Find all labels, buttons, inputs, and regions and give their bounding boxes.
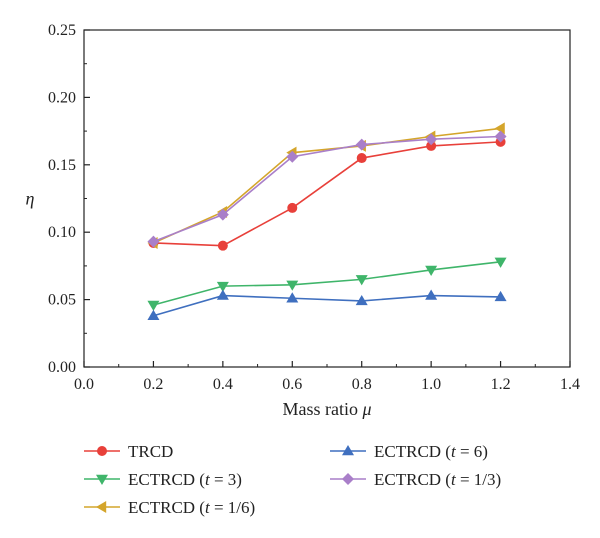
data-point [216,208,229,221]
data-point [287,202,298,213]
y-tick-label: 0.25 [48,22,76,39]
x-tick-label: 1.4 [560,376,580,393]
data-point [494,122,505,135]
data-point [216,281,229,293]
series-3 [147,289,507,320]
axes: 0.0 0.2 0.4 0.6 0.8 1.0 1.2 1.4 0.00 0.05 0.10 0.15… [26,22,580,419]
data-point [494,290,507,302]
data-point [425,265,438,276]
x-tick-label: 0.8 [352,376,372,393]
x-tick-label: 1.0 [421,376,441,393]
x-tick-label: 0.4 [213,376,233,393]
series-4 [147,130,507,248]
series-line [153,141,501,247]
y-tick-label: 0.20 [48,89,76,106]
series-line [153,294,501,317]
series-line [153,127,501,244]
y-tick-label: 0.05 [48,292,76,309]
data-point [217,240,228,251]
data-point [147,300,160,311]
legend-marker [97,446,107,456]
data-point [355,294,368,306]
x-tick-label: 0.6 [282,376,302,393]
legend: TRCD ECTRCD (t = 3) ECTRCD (t = 1/6) ECTRCD… [84,442,501,517]
legend-marker [342,445,354,456]
x-tick-label: 0.0 [74,376,94,393]
x-tick-label: 1.2 [491,376,511,393]
data-point [356,153,367,164]
data-point [425,289,438,300]
plot-area [147,122,507,320]
data-point [286,150,299,163]
y-tick-label: 0.00 [48,359,76,376]
legend-label: TRCD [128,442,173,461]
data-point [426,140,437,151]
series-2 [147,122,505,249]
legend-marker [96,501,107,513]
y-axis-label: η [26,189,35,209]
y-tick-label: 0.10 [48,224,76,241]
legend-item: ECTRCD (t = 3) [84,470,242,489]
legend-label: ECTRCD (t = 6) [374,442,488,461]
legend-marker [342,473,354,485]
series-line [153,261,501,306]
series-1 [147,257,507,311]
data-point [286,292,299,303]
legend-item: TRCD [84,442,173,461]
series-line [153,135,501,243]
data-point [494,257,507,268]
legend-item: ECTRCD (t = 6) [330,442,488,461]
legend-label: ECTRCD (t = 3) [128,470,242,489]
legend-item: ECTRCD (t = 1/3) [330,470,501,489]
data-point [147,235,160,248]
y-tick-label: 0.15 [48,157,76,174]
data-point [216,289,229,300]
data-point [355,138,368,151]
legend-item: ECTRCD (t = 1/6) [84,498,255,517]
data-point [286,280,299,291]
legend-marker [96,474,108,485]
x-tick-label: 0.2 [143,376,163,393]
data-point [355,275,368,286]
data-point [425,133,438,146]
data-point [147,309,160,320]
x-axis-label: Mass ratio μ [282,399,371,419]
legend-label: ECTRCD (t = 1/6) [128,498,255,517]
legend-label: ECTRCD (t = 1/3) [374,470,501,489]
data-point [494,130,507,143]
series-0 [148,136,506,251]
